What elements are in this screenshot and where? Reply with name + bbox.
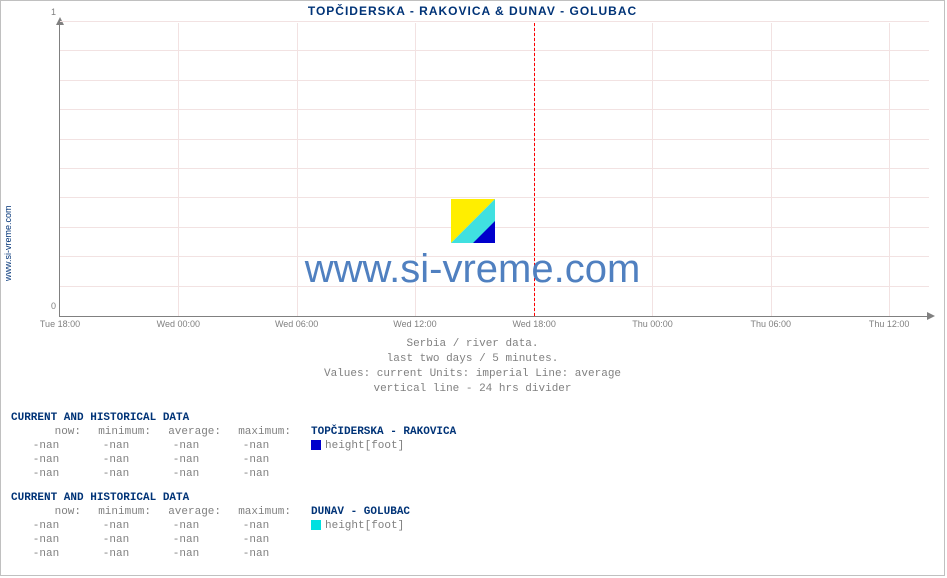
data-row: -nan-nan-nan-nanheight[foot] [11,519,410,533]
x-tick-label: Wed 06:00 [275,319,318,329]
data-block: CURRENT AND HISTORICAL DATAnow:minimum:a… [11,491,410,561]
data-block-header: CURRENT AND HISTORICAL DATA [11,491,410,505]
col-min: minimum: [81,505,151,519]
col-max: maximum: [221,505,291,519]
series-param: height[foot] [291,439,404,453]
caption-block: Serbia / river data. last two days / 5 m… [1,337,944,397]
col-avg: average: [151,505,221,519]
val-min: -nan [81,547,151,561]
val-now: -nan [11,453,81,467]
x-tick-label: Wed 00:00 [157,319,200,329]
y-tick-label: 0 [51,301,56,311]
val-now: -nan [11,519,81,533]
x-axis-arrow-icon [927,312,935,320]
x-tick-label: Thu 06:00 [751,319,792,329]
caption-line: vertical line - 24 hrs divider [1,382,944,397]
series-label: DUNAV - GOLUBAC [291,505,410,519]
gridline-h [60,21,929,22]
gridline-h [60,50,929,51]
val-avg: -nan [151,533,221,547]
chart-title: TOPČIDERSKA - RAKOVICA & DUNAV - GOLUBAC [1,4,944,18]
watermark-text: www.si-vreme.com [1,247,944,292]
val-avg: -nan [151,547,221,561]
watermark-logo-icon [451,199,495,243]
caption-line: Serbia / river data. [1,337,944,352]
col-max: maximum: [221,425,291,439]
data-block-columns: now:minimum:average:maximum:DUNAV - GOLU… [11,505,410,519]
series-param-name: height[foot] [325,519,404,533]
val-now: -nan [11,467,81,481]
caption-line: Values: current Units: imperial Line: av… [1,367,944,382]
series-swatch-icon [311,520,321,530]
col-avg: average: [151,425,221,439]
data-row: -nan-nan-nan-nanheight[foot] [11,439,456,453]
x-tick-label: Wed 18:00 [512,319,555,329]
val-max: -nan [221,453,291,467]
data-block-columns: now:minimum:average:maximum:TOPČIDERSKA … [11,425,456,439]
chart-container: TOPČIDERSKA - RAKOVICA & DUNAV - GOLUBAC… [0,0,945,576]
gridline-h [60,168,929,169]
data-block-header: CURRENT AND HISTORICAL DATA [11,411,456,425]
col-now: now: [11,425,81,439]
val-min: -nan [81,519,151,533]
val-max: -nan [221,439,291,453]
val-min: -nan [81,453,151,467]
series-param: height[foot] [291,519,404,533]
val-max: -nan [221,467,291,481]
x-tick-label: Tue 18:00 [40,319,80,329]
val-max: -nan [221,547,291,561]
val-max: -nan [221,533,291,547]
gridline-h [60,80,929,81]
col-now: now: [11,505,81,519]
val-min: -nan [81,439,151,453]
y-tick-label: 1 [51,7,56,17]
x-tick-label: Wed 12:00 [393,319,436,329]
data-block: CURRENT AND HISTORICAL DATAnow:minimum:a… [11,411,456,481]
val-avg: -nan [151,453,221,467]
data-row: -nan-nan-nan-nan [11,467,456,481]
val-now: -nan [11,439,81,453]
val-now: -nan [11,547,81,561]
val-avg: -nan [151,519,221,533]
x-tick-label: Thu 00:00 [632,319,673,329]
val-avg: -nan [151,467,221,481]
col-min: minimum: [81,425,151,439]
val-min: -nan [81,467,151,481]
val-now: -nan [11,533,81,547]
series-label: TOPČIDERSKA - RAKOVICA [291,425,456,439]
series-swatch-icon [311,440,321,450]
gridline-h [60,139,929,140]
x-tick-label: Thu 12:00 [869,319,910,329]
val-min: -nan [81,533,151,547]
gridline-h [60,109,929,110]
data-row: -nan-nan-nan-nan [11,533,410,547]
data-row: -nan-nan-nan-nan [11,547,410,561]
series-param-name: height[foot] [325,439,404,453]
val-avg: -nan [151,439,221,453]
val-max: -nan [221,519,291,533]
data-row: -nan-nan-nan-nan [11,453,456,467]
caption-line: last two days / 5 minutes. [1,352,944,367]
